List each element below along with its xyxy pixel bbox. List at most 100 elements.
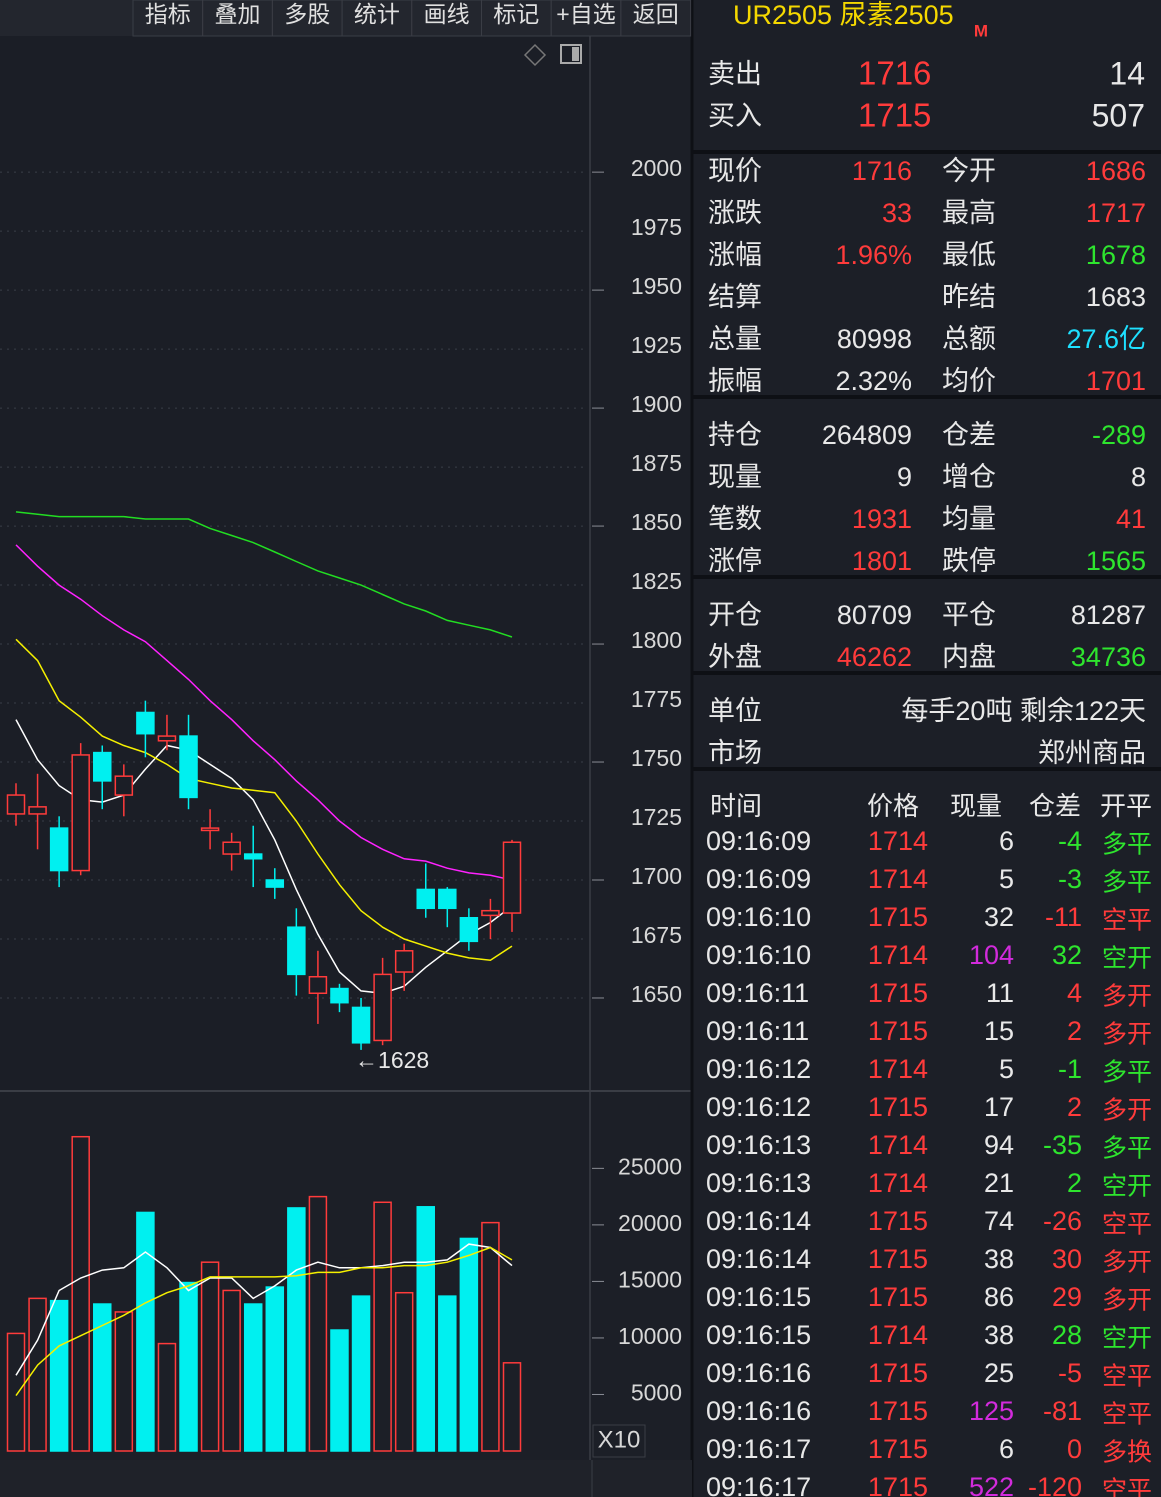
bottom-strip: [0, 1460, 692, 1497]
trade-volume: 74: [984, 1206, 1014, 1236]
quote-label: 总量: [708, 324, 762, 354]
toolbar-label[interactable]: 统计: [354, 1, 400, 27]
layout-icon-fill: [572, 47, 579, 61]
toolbar-button[interactable]: [550, 0, 622, 37]
trade-change: 29: [1052, 1282, 1082, 1312]
candle-body: [28, 806, 47, 815]
order-price: 1716: [858, 55, 931, 92]
toolbar-button[interactable]: [411, 0, 482, 37]
trade-change: 32: [1052, 940, 1082, 970]
trade-volume: 94: [984, 1130, 1014, 1160]
quote-value: 1.96%: [835, 240, 912, 270]
volume-bar: [287, 1207, 306, 1452]
trade-kind: 空平: [1102, 1477, 1152, 1497]
quote-value: 34736: [1071, 642, 1146, 672]
trade-time: 09:16:10: [706, 902, 811, 932]
volume-bar: [416, 1206, 435, 1452]
toolbar-label[interactable]: 标记: [493, 1, 539, 27]
trades-header: 开平: [1100, 791, 1152, 821]
volume-bar: [459, 1237, 479, 1452]
trade-volume: 522: [969, 1472, 1014, 1497]
quote-value: 1565: [1086, 546, 1146, 576]
y-tick-label: 1800: [631, 627, 682, 653]
trades-header: 仓差: [1029, 791, 1081, 821]
trade-time: 09:16:14: [706, 1206, 811, 1236]
info-label: 市场: [708, 738, 762, 768]
quote-value: 2.32%: [835, 366, 912, 396]
order-side: 买入: [708, 101, 762, 131]
trade-kind: 多平: [1102, 1059, 1152, 1087]
toolbar-label[interactable]: 指标: [145, 1, 191, 27]
trade-volume: 15: [984, 1016, 1014, 1046]
trade-kind: 多开: [1102, 1249, 1152, 1277]
section-divider: [693, 575, 1161, 579]
trade-price: 1715: [868, 1472, 928, 1497]
quote-value: 1931: [852, 504, 912, 534]
candle-body: [351, 1006, 371, 1044]
toolbar-button[interactable]: [620, 0, 692, 37]
trade-kind: 空开: [1102, 945, 1152, 973]
trade-price: 1715: [868, 1016, 928, 1046]
quote-label: 平仓: [942, 600, 996, 630]
candle-body: [438, 888, 457, 910]
candle-body: [481, 909, 500, 917]
moving-average: [15, 638, 513, 961]
volume-bar: [265, 1286, 285, 1452]
layout-icon[interactable]: [560, 44, 582, 64]
trade-change: -81: [1043, 1396, 1082, 1426]
volume-bar: [308, 1195, 328, 1452]
unit-box: [592, 1424, 646, 1458]
trade-price: 1714: [868, 1168, 928, 1198]
trade-volume: 38: [984, 1320, 1014, 1350]
trade-time: 09:16:17: [706, 1472, 811, 1497]
toolbar-label[interactable]: 叠加: [215, 1, 261, 27]
trade-volume: 5: [999, 1054, 1014, 1084]
volume-bar: [28, 1297, 47, 1452]
quote-label: 振幅: [708, 366, 762, 396]
candle-body: [114, 775, 134, 796]
toolbar-label[interactable]: 画线: [424, 1, 470, 27]
candle-body: [157, 735, 177, 742]
trade-kind: 空平: [1102, 1211, 1152, 1239]
trade-volume: 6: [999, 826, 1014, 856]
quote-label: 增仓: [942, 462, 996, 492]
candle-body: [265, 879, 285, 888]
volume-bar: [93, 1303, 112, 1452]
trade-change: -5: [1058, 1358, 1082, 1388]
toolbar-label[interactable]: 多股: [284, 1, 330, 27]
trade-volume: 104: [969, 940, 1014, 970]
order-price: 1715: [858, 97, 931, 134]
volume-bar: [394, 1291, 414, 1452]
trade-kind: 多平: [1102, 869, 1152, 897]
trade-price: 1715: [868, 902, 928, 932]
trade-volume: 11: [986, 978, 1014, 1008]
trade-change: 30: [1052, 1244, 1082, 1274]
diamond-icon[interactable]: [523, 43, 547, 67]
toolbar-label[interactable]: +自选: [556, 1, 615, 27]
trade-volume: 86: [984, 1282, 1014, 1312]
toolbar-button[interactable]: [341, 0, 413, 37]
y-tick-label: 1925: [631, 332, 682, 358]
y-tick-label: 1775: [631, 686, 682, 712]
candle-body: [200, 827, 220, 832]
volume-bar: [71, 1135, 90, 1452]
candle-body: [179, 735, 198, 799]
order-side: 卖出: [708, 59, 762, 89]
trade-kind: 多开: [1102, 983, 1152, 1011]
trade-price: 1714: [868, 1320, 928, 1350]
trade-time: 09:16:11: [706, 1016, 809, 1046]
trade-kind: 多平: [1102, 831, 1152, 859]
y-tick-label: 1675: [631, 922, 682, 948]
quote-value: 46262: [837, 642, 912, 672]
toolbar-label[interactable]: 返回: [633, 1, 679, 27]
toolbar-button[interactable]: [271, 0, 343, 37]
y-tick-label: 1975: [631, 214, 682, 240]
trade-price: 1714: [868, 1054, 928, 1084]
volume-bar: [157, 1342, 177, 1452]
toolbar-button[interactable]: [202, 0, 273, 37]
trades-header: 价格: [867, 791, 919, 821]
trades-header: 现量: [950, 791, 1002, 821]
toolbar-button[interactable]: [481, 0, 552, 37]
quote-value: 80709: [837, 600, 912, 630]
trade-volume: 38: [984, 1244, 1014, 1274]
